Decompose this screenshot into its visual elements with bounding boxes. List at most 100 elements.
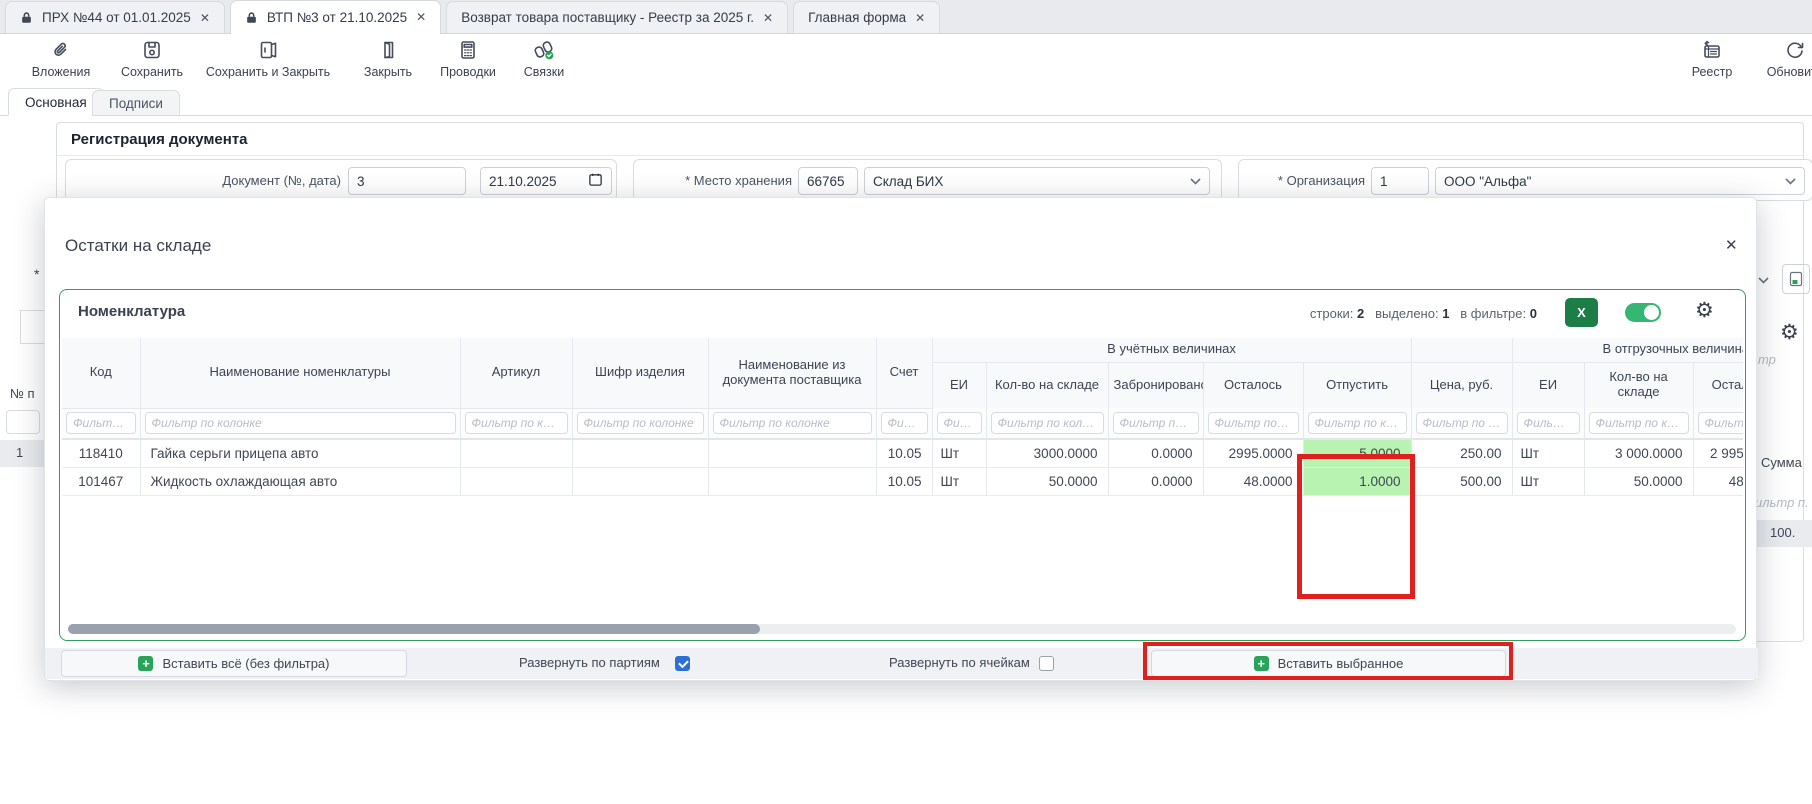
tab-main[interactable]: Основная [8, 88, 104, 116]
close-tab-icon[interactable]: ✕ [199, 10, 210, 25]
registry-icon [1672, 38, 1752, 62]
form-tab-bar: Основная Подписи [0, 88, 1812, 116]
modal-footer: Вставить всё (без фильтра) Развернуть по… [45, 648, 1758, 679]
modal-close-icon[interactable]: ✕ [1725, 237, 1738, 254]
rows-count: 2 [1357, 306, 1365, 321]
col-header-code[interactable]: Код [62, 338, 141, 409]
save-icon [107, 38, 197, 62]
chain-links-icon [510, 38, 578, 62]
expand-cells-label: Развернуть по ячейкам [889, 655, 1030, 670]
horizontal-scrollbar[interactable] [68, 624, 1736, 634]
toolbar: Вложения Сохранить Сохранить и Закрыть З… [0, 34, 1812, 84]
background-selected-row [0, 440, 44, 467]
filter-input-unit-2[interactable] [1516, 412, 1580, 434]
doc-number-input[interactable] [348, 167, 466, 195]
window-tab-main-form[interactable]: Главная форма ✕ [793, 1, 941, 33]
registry-button[interactable]: Реестр [1672, 38, 1752, 79]
storage-label: * Место хранения [685, 173, 792, 188]
background-filter-box [6, 410, 40, 434]
close-tab-icon[interactable]: ✕ [416, 10, 427, 24]
org-select[interactable]: ООО "Альфа" [1435, 167, 1805, 195]
filter-input-article[interactable] [464, 412, 568, 435]
filter-toggle[interactable] [1625, 303, 1661, 322]
lock-icon [20, 11, 33, 24]
excel-export-button[interactable]: X [1565, 298, 1598, 327]
filter-input-remaining[interactable] [1207, 412, 1299, 434]
storage-fieldgroup: * Место хранения Склад БИХ [633, 159, 1222, 201]
scrollbar-thumb[interactable] [68, 624, 760, 634]
background-gear-icon: ⚙ [1780, 321, 1799, 344]
expand-cells-checkbox[interactable] [1039, 656, 1054, 671]
col-header-qty-in-stock[interactable]: Кол-во на складе [986, 362, 1109, 408]
chevron-down-icon [1190, 177, 1201, 185]
table-row[interactable]: 118410 Гайка серьги прицепа авто 10.05 Шт… [62, 439, 1743, 468]
filter-input-reserved[interactable] [1112, 412, 1199, 434]
window-tab-registry[interactable]: Возврат товара поставщику - Реестр за 20… [446, 1, 789, 33]
filter-input-release[interactable] [1307, 412, 1407, 434]
table-row[interactable]: 101467 Жидкость охлаждающая авто 10.05 Шт… [62, 467, 1743, 496]
door-icon [345, 38, 431, 62]
close-tab-icon[interactable]: ✕ [763, 10, 774, 25]
filter-input-supplier-doc-name[interactable] [712, 412, 872, 435]
release-qty-cell[interactable]: 5.0000 [1303, 439, 1412, 468]
col-header-unit-2[interactable]: ЕИ [1512, 362, 1585, 408]
release-qty-cell[interactable]: 1.0000 [1303, 467, 1412, 496]
refresh-button[interactable]: Обновить [1755, 38, 1812, 79]
col-header-supplier-doc-name[interactable]: Наименование из документа поставщика [708, 338, 877, 409]
background-required-star: * [34, 266, 40, 282]
postings-button[interactable]: Проводки [425, 38, 511, 79]
background-rownum-value: 1 [16, 445, 24, 460]
background-edit-icon [1782, 264, 1810, 294]
attachments-button[interactable]: Вложения [16, 38, 106, 79]
tab-signatures[interactable]: Подписи [92, 90, 180, 116]
background-rownum-header: № п [10, 386, 35, 401]
storage-select[interactable]: Склад БИХ [864, 167, 1210, 195]
filter-input-code[interactable] [66, 412, 136, 435]
paperclip-icon [16, 38, 106, 62]
filter-input-name[interactable] [144, 412, 456, 435]
col-header-unit[interactable]: ЕИ [932, 362, 987, 408]
close-document-button[interactable]: Закрыть [345, 38, 431, 79]
grid-settings-gear-icon[interactable]: ⚙ [1695, 299, 1714, 322]
col-header-reserved[interactable]: Забронировано [1108, 362, 1204, 408]
lock-icon [245, 11, 258, 24]
expand-batches-checkbox[interactable] [675, 656, 690, 671]
group-header-accounting: В учётных величинах [932, 338, 1412, 363]
col-header-article[interactable]: Артикул [460, 338, 573, 409]
col-header-price[interactable]: Цена, руб. [1411, 362, 1513, 408]
filter-input-unit[interactable] [936, 412, 982, 434]
window-tab-vtp[interactable]: ВТП №3 от 21.10.2025 ✕ [229, 0, 442, 34]
window-tab-prh[interactable]: ПРХ №44 от 01.01.2025 ✕ [5, 1, 225, 33]
col-header-release[interactable]: Отпустить [1303, 362, 1412, 408]
doc-date-input[interactable]: 21.10.2025 [480, 167, 612, 195]
storage-code-input[interactable] [798, 167, 858, 195]
filter-input-cipher[interactable] [576, 412, 704, 435]
col-header-remaining-2[interactable]: Осталось [1693, 362, 1743, 408]
insert-selected-button[interactable]: Вставить выбранное [1151, 650, 1506, 677]
filter-input-qty[interactable] [990, 412, 1104, 434]
filtered-count: 0 [1529, 306, 1537, 321]
background-sum-header: Сумма [1761, 455, 1802, 470]
col-header-remaining[interactable]: Осталось [1203, 362, 1304, 408]
save-button[interactable]: Сохранить [107, 38, 197, 79]
col-header-name[interactable]: Наименование номенклатуры [140, 338, 461, 409]
insert-all-button[interactable]: Вставить всё (без фильтра) [61, 650, 407, 677]
modal-title: Остатки на складе [65, 236, 212, 255]
filter-input-qty-2[interactable] [1588, 412, 1689, 434]
window-tab-label: ПРХ №44 от 01.01.2025 [42, 10, 191, 25]
window-tab-label: Главная форма [808, 10, 907, 25]
col-header-account[interactable]: Счет [876, 338, 933, 409]
filter-input-account[interactable] [880, 412, 928, 435]
org-code-input[interactable] [1371, 167, 1429, 195]
links-button[interactable]: Связки [510, 38, 578, 79]
window-tab-label: ВТП №3 от 21.10.2025 [266, 9, 408, 25]
col-header-cipher[interactable]: Шифр изделия [572, 338, 709, 409]
plus-icon [1253, 656, 1269, 671]
col-header-qty-in-stock-2[interactable]: Кол-во на складе [1584, 362, 1694, 408]
filter-input-remaining-2[interactable] [1697, 412, 1743, 434]
close-tab-icon[interactable]: ✕ [915, 10, 926, 25]
plus-icon [138, 656, 154, 671]
save-and-close-button[interactable]: Сохранить и Закрыть [193, 38, 343, 79]
calendar-icon[interactable] [588, 172, 603, 190]
filter-input-price[interactable] [1415, 412, 1508, 434]
